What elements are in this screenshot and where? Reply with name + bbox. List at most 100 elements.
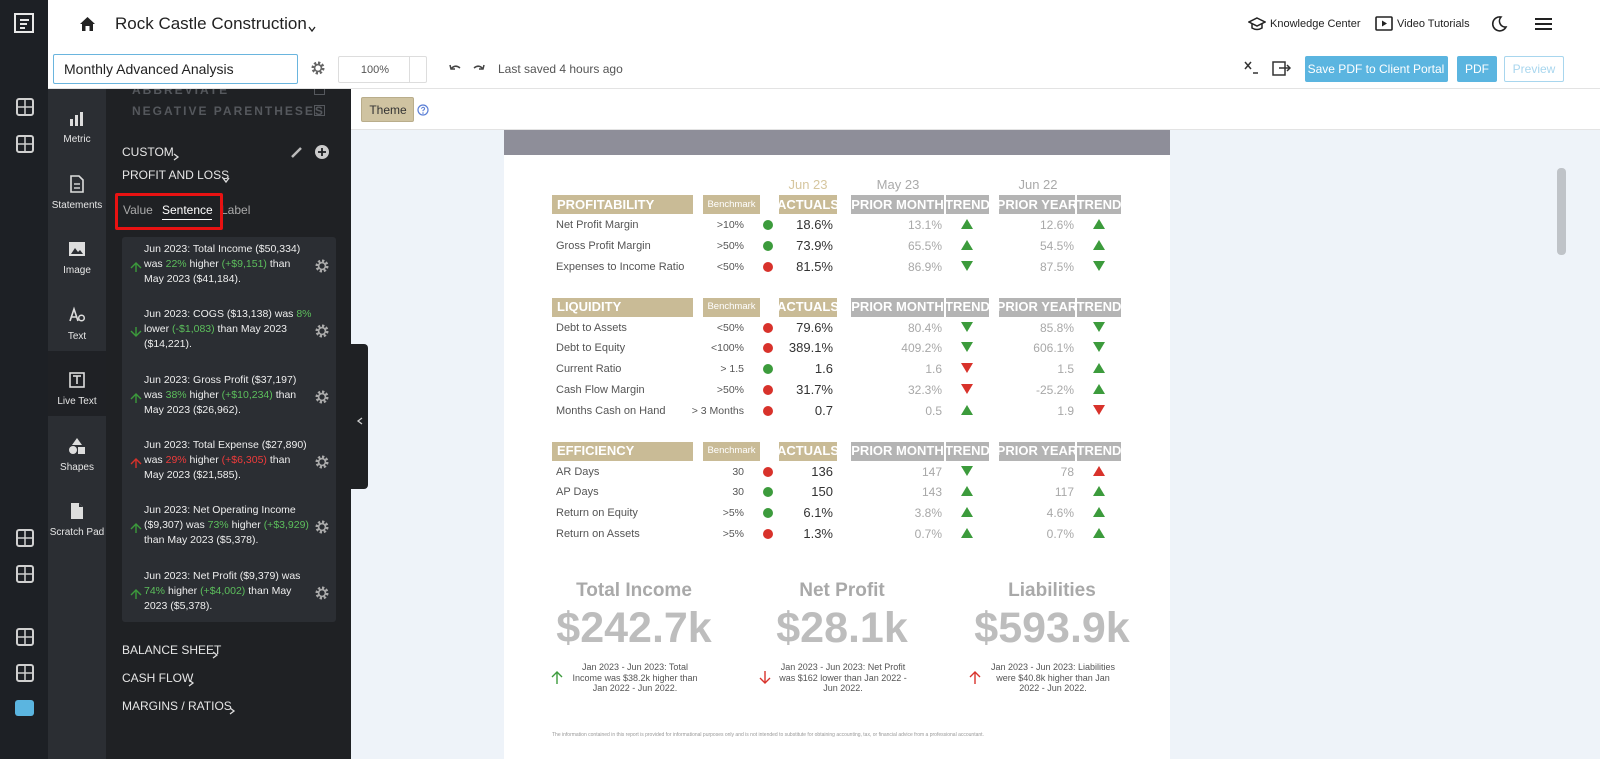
trend-arrow — [961, 507, 973, 517]
sentence-text: Jun 2023: Total Income ($50,334) was 22%… — [144, 242, 312, 287]
kpi-title: Net Profit — [799, 580, 885, 601]
sentence-card[interactable]: Jun 2023: Gross Profit ($37,197) was 38%… — [122, 371, 336, 433]
option-checkbox[interactable] — [314, 104, 325, 116]
sentence-tail: than May 2023 ($26,962). — [144, 388, 297, 416]
tool-item[interactable]: Text — [48, 286, 106, 351]
icon-part — [69, 445, 77, 454]
pdf-label: PDF — [1465, 62, 1489, 76]
redo-icon[interactable] — [472, 62, 486, 74]
trend-arrow — [1093, 260, 1105, 271]
status-dot — [763, 322, 773, 333]
tool-label: Shapes — [60, 461, 94, 473]
formula-icon[interactable] — [1243, 60, 1259, 77]
gear-icon[interactable] — [315, 586, 329, 600]
save-portal-button[interactable]: Save PDF to Client Portal — [1305, 56, 1448, 82]
gear-icon[interactable] — [315, 455, 329, 469]
tab[interactable]: Sentence — [162, 203, 213, 217]
theme-button[interactable]: Theme — [361, 97, 414, 122]
preview-button[interactable]: Preview — [1504, 56, 1564, 82]
column-label: PRIOR YEAR — [996, 443, 1078, 458]
icon-part — [1535, 18, 1552, 30]
icon-part — [1382, 20, 1387, 27]
custom-section[interactable]: CUSTOM — [122, 145, 174, 159]
zoom-input[interactable]: 100% — [338, 56, 427, 83]
rail-icon[interactable] — [16, 135, 34, 153]
profit-loss-section[interactable]: PROFIT AND LOSS — [122, 168, 230, 182]
tool-item[interactable]: Scratch Pad — [48, 482, 106, 547]
tool-item[interactable]: Shapes — [48, 417, 106, 482]
trend-arrow — [961, 363, 973, 373]
help-icon[interactable] — [417, 103, 429, 116]
highlight-box — [115, 193, 223, 230]
report-name-input[interactable]: Monthly Advanced Analysis — [53, 54, 298, 84]
prior-month-value: 147 — [921, 464, 942, 479]
scroll-thumb[interactable] — [1557, 168, 1566, 255]
tool-item[interactable]: Metric — [48, 89, 106, 154]
change-arrow — [130, 456, 142, 468]
icon-part — [16, 98, 34, 116]
rail-icon[interactable] — [16, 565, 34, 583]
undo-icon[interactable] — [448, 62, 462, 74]
actual-value: 18.6% — [796, 217, 833, 232]
icon-part — [130, 523, 142, 534]
icon-part — [71, 503, 83, 519]
rail-icon[interactable] — [16, 529, 34, 547]
gear-icon[interactable] — [315, 520, 329, 534]
icon-part — [315, 324, 329, 338]
prior-year-value: 87.5% — [1039, 259, 1074, 274]
rail-icon[interactable] — [16, 98, 34, 116]
app-logo[interactable] — [14, 13, 34, 33]
sync-badge[interactable] — [15, 700, 34, 716]
company-name[interactable]: Rock Castle Construction — [115, 14, 307, 33]
sentence-card[interactable]: Jun 2023: Total Expense ($27,890) was 29… — [122, 436, 336, 498]
icon-part — [1375, 16, 1393, 31]
icon-part — [16, 664, 34, 682]
sentence-card[interactable]: Jun 2023: Net Profit ($9,379) was 74% hi… — [122, 567, 336, 629]
tool-item[interactable]: Image — [48, 220, 106, 285]
rail-icon[interactable] — [16, 628, 34, 646]
panel-section[interactable]: BALANCE SHEET — [122, 643, 222, 657]
export-icon[interactable] — [1272, 61, 1292, 76]
video-icon[interactable] — [1375, 16, 1393, 31]
tab[interactable]: Label — [221, 203, 251, 217]
panel-section[interactable]: CASH FLOW — [122, 671, 194, 685]
rail-icon[interactable] — [16, 664, 34, 682]
knowledge-center-link[interactable]: Knowledge Center — [1270, 18, 1361, 30]
gear-icon[interactable] — [315, 324, 329, 338]
menu-icon[interactable] — [1535, 17, 1552, 31]
sentence-card[interactable]: Jun 2023: Total Income ($50,334) was 22%… — [122, 240, 336, 302]
change-arrow — [130, 391, 142, 403]
pdf-button[interactable]: PDF — [1457, 56, 1497, 82]
icon-part — [16, 565, 34, 583]
gear-icon[interactable] — [315, 259, 329, 273]
knowledge-icon[interactable] — [1247, 17, 1267, 31]
actual-value: 136 — [811, 463, 833, 479]
home-icon[interactable] — [79, 16, 96, 32]
icon-part — [551, 671, 563, 684]
sentence-card[interactable]: Jun 2023: COGS ($13,138) was 8% lower (-… — [122, 305, 336, 367]
sentence-word: higher — [231, 519, 261, 532]
sentence-change: (+$9,151) — [221, 258, 267, 270]
sentence-card[interactable]: Jun 2023: Net Operating Income ($9,307) … — [122, 501, 336, 563]
zoom-spinner[interactable] — [409, 56, 427, 83]
collapse-tab[interactable] — [351, 344, 368, 489]
tool-item[interactable]: Live Text — [48, 351, 106, 416]
add-icon[interactable] — [314, 144, 330, 160]
prior-year-value: 54.5% — [1039, 238, 1074, 253]
icon-part — [315, 324, 329, 338]
trend-arrow — [1093, 465, 1105, 476]
status-dot — [763, 487, 773, 498]
tool-item[interactable]: Statements — [48, 155, 106, 220]
panel-section[interactable]: MARGINS / RATIOS — [122, 699, 232, 713]
video-tutorials-link[interactable]: Video Tutorials — [1397, 18, 1470, 30]
metric-name: Current Ratio — [556, 363, 622, 375]
edit-icon[interactable] — [290, 146, 303, 159]
column-label: Benchmark — [707, 301, 756, 312]
gear-icon[interactable] — [315, 390, 329, 404]
option-checkbox[interactable] — [314, 89, 325, 95]
dark-mode-icon[interactable] — [1490, 15, 1508, 33]
sentence-change: (-$1,083) — [172, 323, 215, 336]
gear-icon[interactable] — [311, 61, 325, 75]
tab[interactable]: Value — [123, 203, 153, 217]
icon-part — [130, 262, 142, 269]
